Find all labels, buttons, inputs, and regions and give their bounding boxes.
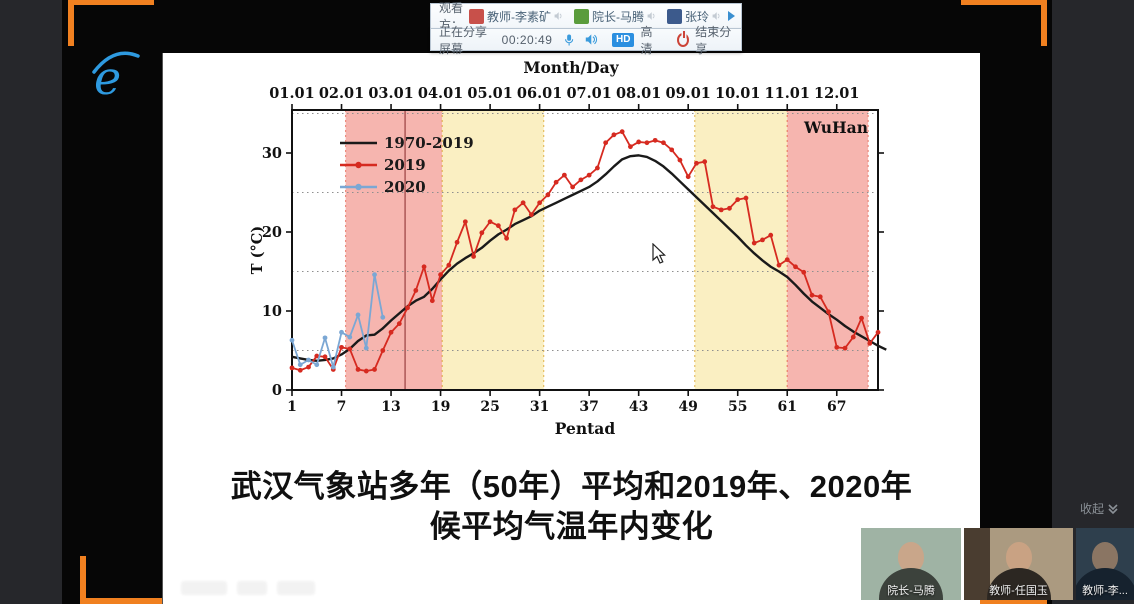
frame-corner-top-right-v — [1041, 0, 1047, 46]
frame-corner-top-left-v — [68, 0, 74, 46]
x-tick-label: 13 — [381, 399, 400, 415]
y-tick-label: 0 — [272, 382, 282, 399]
month-tick-label: 02.01 — [319, 85, 364, 102]
month-tick-label: 04.01 — [418, 85, 463, 102]
speaker-icon[interactable] — [585, 32, 598, 47]
frame-corner-top-left-h — [68, 0, 154, 5]
hd-label: 高清 — [640, 24, 653, 56]
viewer-item: 教师-李素矿 — [469, 8, 564, 25]
viewer-speaker-icon — [712, 12, 720, 20]
legend-label: 2020 — [384, 178, 426, 196]
month-tick-label: 08.01 — [616, 85, 661, 102]
hd-badge[interactable]: HD — [612, 32, 635, 47]
month-tick-label: 01.01 — [269, 85, 314, 102]
viewer-name: 教师-李素矿 — [487, 9, 551, 24]
month-tick-label: 06.01 — [517, 85, 562, 102]
viewer-name: 张玲 — [685, 9, 710, 24]
frame-corner-bottom-right-h — [961, 598, 1047, 604]
collapse-panel-button[interactable]: 收起 — [1080, 500, 1119, 517]
y-tick-label: 30 — [262, 145, 282, 162]
x-axis-title: Pentad — [555, 419, 616, 438]
viewer-item: 院长-马腾 — [574, 8, 657, 25]
viewer-avatar — [574, 8, 589, 24]
top-axis-title: Month/Day — [523, 58, 619, 77]
station-label: WuHan — [803, 118, 868, 137]
season-band — [694, 110, 788, 390]
sharing-status-label: 正在分享屏幕 — [439, 24, 488, 56]
next-viewers-arrow-icon[interactable] — [728, 11, 736, 21]
participant-video[interactable]: 教师-李... — [1076, 528, 1134, 600]
season-band — [442, 110, 544, 390]
frame-corner-bottom-left-v — [80, 556, 86, 604]
x-tick-label: 49 — [678, 399, 697, 415]
sharing-toolbar: 正在分享屏幕 00:20:49 HD 高清 结束分享 — [430, 25, 742, 56]
viewer-speaker-icon — [647, 12, 655, 20]
viewer-avatar — [667, 8, 682, 24]
series-1970-2019 — [291, 154, 887, 362]
sharing-timer: 00:20:49 — [501, 32, 553, 47]
participant-video[interactable]: 院长-马腾 — [861, 528, 961, 600]
frame-corner-top-right-h — [961, 0, 1047, 5]
participant-name: 院长-马腾 — [887, 585, 935, 597]
x-tick-label: 61 — [777, 399, 796, 415]
season-band — [345, 110, 443, 390]
viewers-toolbar: 观看方： 教师-李素矿 院长-马腾 张玲 — [430, 1, 742, 32]
slide-caption-line2: 候平均气温年内变化 — [429, 509, 714, 544]
x-tick-label: 37 — [579, 399, 598, 415]
viewer-speaker-icon — [554, 12, 562, 20]
temperature-chart: 1 01.01 7 02.01 13 03.01 19 04.01 25 05.01 31 06.01… — [249, 58, 887, 438]
season-band — [787, 110, 869, 390]
frame-corner-bottom-left-h — [80, 598, 166, 604]
viewer-item: 张玲 — [667, 8, 722, 25]
x-tick-label: 67 — [827, 399, 846, 415]
internet-explorer-icon[interactable]: e — [86, 44, 146, 108]
watermark — [181, 581, 351, 597]
month-tick-label: 05.01 — [467, 85, 512, 102]
x-tick-label: 43 — [629, 399, 648, 415]
plot-frame — [291, 109, 879, 391]
month-tick-label: 07.01 — [566, 85, 611, 102]
participant-name: 教师-任国玉 — [989, 585, 1048, 597]
collapse-label: 收起 — [1080, 502, 1105, 516]
participant-silhouette — [879, 542, 943, 600]
month-tick-label: 12.01 — [814, 85, 859, 102]
chevron-double-down-icon — [1108, 503, 1118, 514]
month-tick-label: 03.01 — [368, 85, 413, 102]
left-edge-strip — [0, 0, 62, 604]
participant-silhouette — [986, 542, 1051, 600]
legend-label: 2019 — [384, 156, 426, 174]
y-axis-title: T (°C) — [249, 226, 266, 274]
participant-silhouette — [1076, 542, 1134, 600]
curtain — [964, 528, 990, 600]
slide-caption-line1: 武汉气象站多年（50年）平均和2019年、2020年 — [230, 469, 913, 504]
x-tick-label: 1 — [287, 399, 297, 415]
shared-slide: 1 01.01 7 02.01 13 03.01 19 04.01 25 05.01 31 06.01… — [163, 53, 980, 604]
x-tick-label: 25 — [480, 399, 499, 415]
x-tick-label: 19 — [431, 399, 450, 415]
microphone-icon[interactable] — [564, 32, 574, 48]
viewer-name: 院长-马腾 — [592, 9, 644, 24]
mouse-cursor-icon — [652, 243, 667, 264]
legend-label: 1970-2019 — [384, 134, 474, 152]
end-share-power-icon[interactable] — [677, 30, 690, 47]
participant-video[interactable]: 教师-任国玉 — [964, 528, 1073, 600]
month-tick-label: 11.01 — [765, 85, 810, 102]
end-share-label[interactable]: 结束分享 — [695, 24, 732, 56]
right-edge-strip — [1052, 0, 1134, 604]
x-tick-label: 7 — [337, 399, 347, 415]
viewer-avatar — [469, 8, 484, 24]
y-tick-label: 20 — [262, 224, 282, 241]
x-tick-label: 55 — [728, 399, 747, 415]
y-tick-label: 10 — [262, 303, 282, 320]
month-tick-label: 10.01 — [715, 85, 760, 102]
x-tick-label: 31 — [530, 399, 549, 415]
participant-name: 教师-李... — [1082, 585, 1128, 597]
viewers-list: 教师-李素矿 院长-马腾 张玲 — [469, 8, 722, 25]
month-tick-label: 09.01 — [665, 85, 710, 102]
